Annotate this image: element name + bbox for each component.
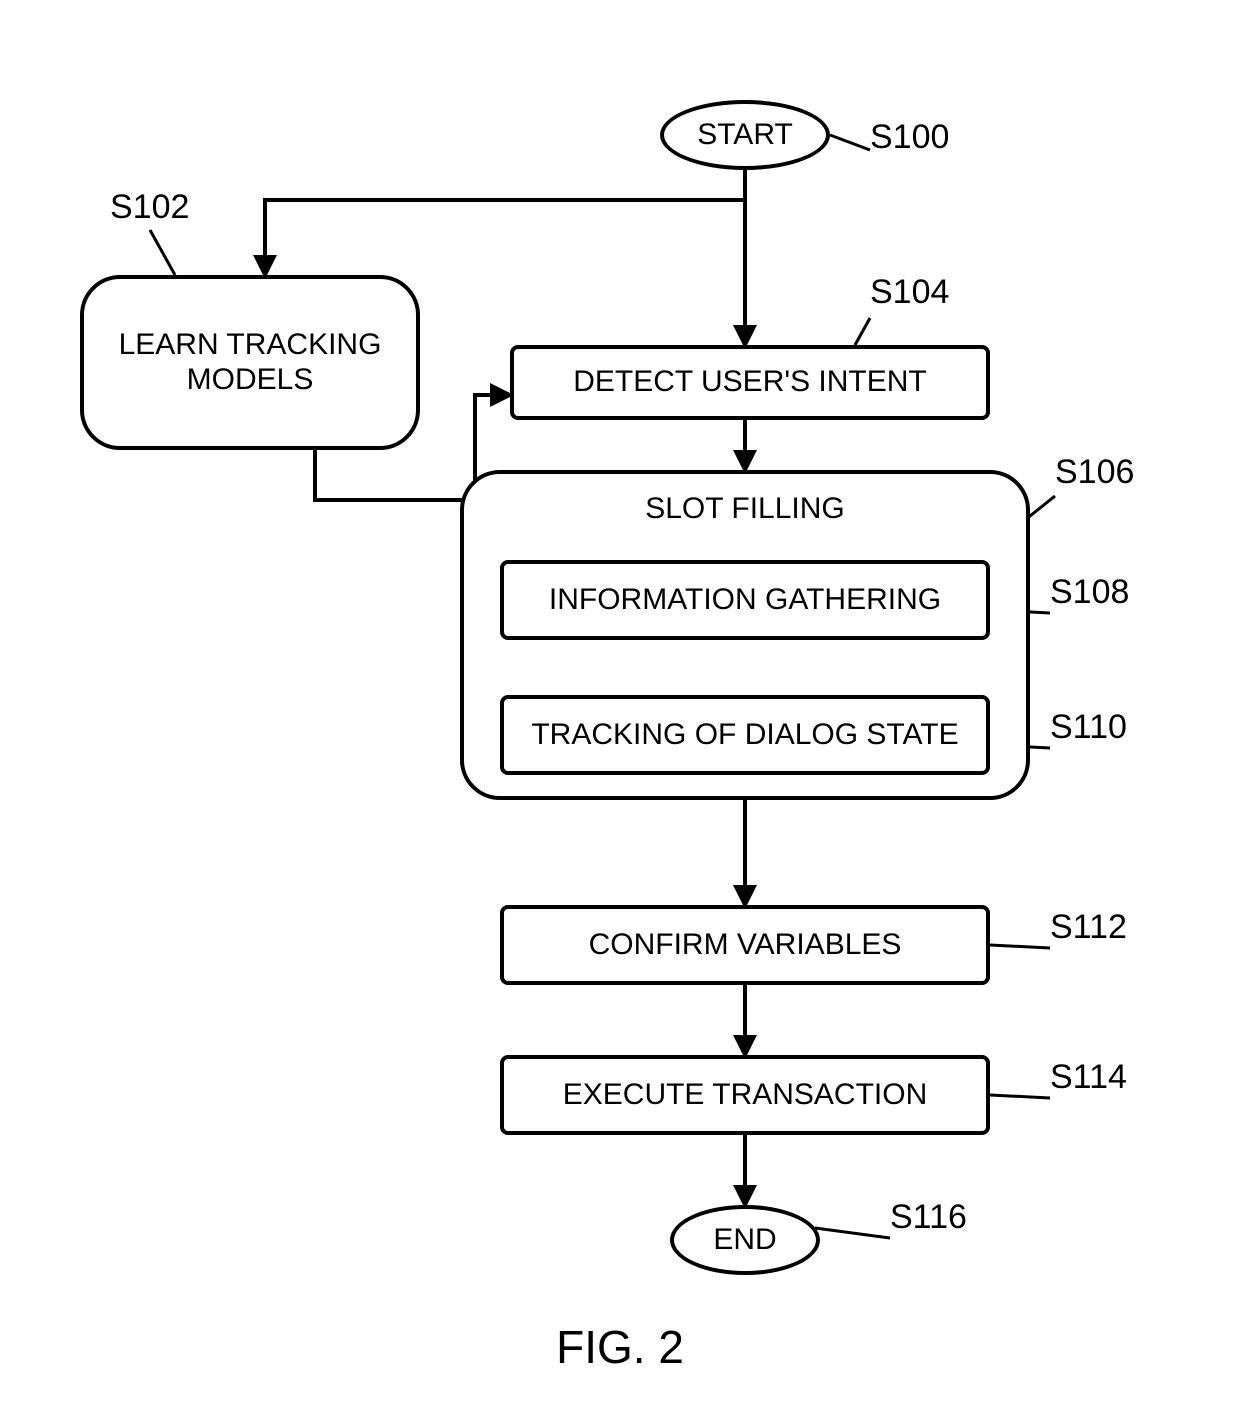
ref-s108: S108 (1050, 573, 1129, 612)
node-track-text: TRACKING OF DIALOG STATE (531, 718, 958, 753)
node-slot-title: SLOT FILLING (645, 492, 845, 527)
flowchart-canvas: START S100 LEARN TRACKINGMODELS S102 DET… (0, 0, 1240, 1427)
ref-leader (150, 230, 175, 275)
ref-s100: S100 (870, 118, 949, 157)
node-start: START (660, 100, 830, 170)
figure-caption: FIG. 2 (0, 1320, 1240, 1374)
node-detect-text: DETECT USER'S INTENT (573, 365, 927, 400)
ref-s114: S114 (1050, 1058, 1127, 1097)
ref-leader (990, 1095, 1050, 1098)
node-learn: LEARN TRACKINGMODELS (80, 275, 420, 450)
ref-leader (830, 135, 870, 150)
node-track: TRACKING OF DIALOG STATE (500, 695, 990, 775)
ref-s110: S110 (1050, 708, 1127, 747)
node-info-text: INFORMATION GATHERING (549, 583, 941, 618)
ref-leader (815, 1228, 890, 1238)
edge (265, 200, 745, 275)
node-info: INFORMATION GATHERING (500, 560, 990, 640)
node-confirm: CONFIRM VARIABLES (500, 905, 990, 985)
node-confirm-text: CONFIRM VARIABLES (589, 928, 902, 963)
ref-s102: S102 (110, 188, 189, 227)
node-end: END (670, 1205, 820, 1275)
figure-caption-text: FIG. 2 (556, 1321, 684, 1373)
ref-s112: S112 (1050, 908, 1127, 947)
node-end-text: END (713, 1223, 776, 1258)
ref-leader (855, 318, 870, 345)
node-start-text: START (697, 118, 793, 153)
ref-leader (990, 945, 1050, 948)
ref-s106: S106 (1055, 453, 1134, 492)
ref-s104: S104 (870, 273, 949, 312)
ref-s116: S116 (890, 1198, 967, 1237)
node-detect: DETECT USER'S INTENT (510, 345, 990, 420)
node-learn-text: LEARN TRACKINGMODELS (119, 328, 382, 397)
node-exec-text: EXECUTE TRANSACTION (563, 1078, 928, 1113)
node-exec: EXECUTE TRANSACTION (500, 1055, 990, 1135)
